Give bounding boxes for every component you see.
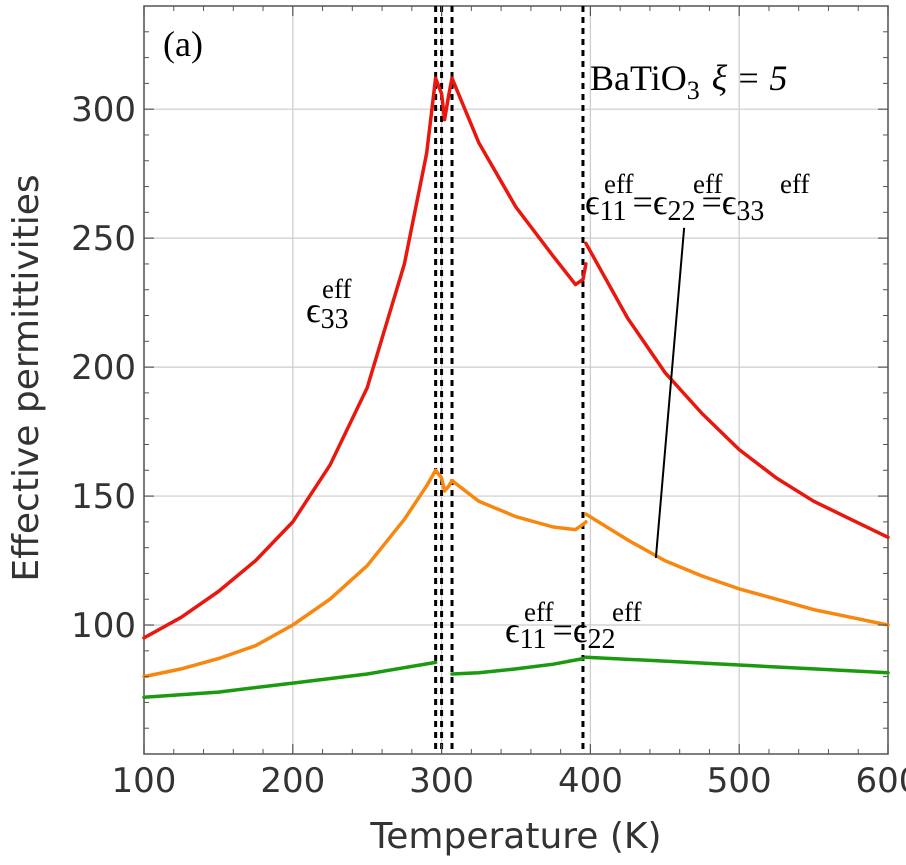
eps-all-symbol-1: ϵ	[585, 182, 600, 222]
material-sub: 3	[687, 76, 700, 105]
y-tick-label: 200	[71, 348, 136, 388]
transition-lines	[434, 6, 585, 754]
eps-all-sub-3: 33	[736, 196, 764, 227]
material-label: BaTiO3 ξ = 5	[590, 58, 787, 105]
series-2-line	[584, 655, 890, 675]
annotation-pointer	[654, 227, 686, 559]
series-2-line	[450, 656, 585, 676]
eps12-sup-2: eff	[612, 597, 641, 627]
eps33-sub: 33	[321, 304, 349, 335]
material-param: ξ = 5	[712, 58, 788, 98]
series-group	[142, 76, 890, 700]
eps12-eq: =	[553, 610, 573, 650]
y-tick-label: 100	[71, 606, 136, 646]
eps-all-eq-2: =	[701, 182, 721, 222]
x-axis-title: Temperature (K)	[369, 816, 661, 857]
ticks	[143, 5, 889, 754]
svg-text:ϵ33: ϵ33	[306, 290, 349, 335]
eps-all-symbol-2: ϵ	[653, 182, 668, 222]
series-0-line	[584, 241, 890, 540]
eps33-sup: eff	[322, 274, 351, 304]
eps-all-sup-2: eff	[693, 169, 722, 199]
eps12-symbol-1: ϵ	[505, 610, 520, 650]
eps12-sub-1: 11	[520, 624, 547, 655]
x-tick-label: 100	[112, 761, 177, 801]
eps-all-sup-3: eff	[780, 169, 809, 199]
y-tick-label: 300	[71, 90, 136, 130]
x-tick-label: 500	[707, 761, 772, 801]
panel-label: (a)	[163, 24, 203, 64]
y-tick-label: 250	[71, 219, 136, 259]
svg-text:ϵ11=ϵ22: ϵ11 =ϵ22	[505, 610, 615, 655]
series-0-line	[142, 76, 438, 640]
eps33-symbol: ϵ	[306, 290, 321, 330]
annotation-eps33: ϵ33 eff	[306, 274, 351, 335]
series-0-line	[442, 76, 454, 122]
x-tick-label: 600	[856, 761, 906, 801]
series-0-line	[450, 76, 588, 287]
eps-all-eq-1: =	[633, 182, 653, 222]
eps-all-sub-1: 11	[600, 196, 627, 227]
plot-frame	[143, 5, 889, 755]
series-1-line	[433, 468, 447, 493]
series-1-line	[442, 478, 454, 493]
eps-all-symbol-3: ϵ	[722, 182, 737, 222]
x-tick-label: 300	[409, 761, 474, 801]
annotation-eps-12: ϵ11 =ϵ22 eff eff	[505, 597, 641, 655]
y-tick-label: 150	[71, 477, 136, 517]
eps12-sub-2: 22	[587, 624, 615, 655]
series-2-line	[142, 660, 438, 700]
series-0-line	[433, 76, 447, 122]
x-tick-label: 400	[558, 761, 623, 801]
annotation-eps-all: ϵ11 =ϵ22 =ϵ33 eff eff eff	[585, 169, 809, 227]
eps12-symbol-2: ϵ	[573, 610, 588, 650]
svg-text:ϵ11=ϵ22=ϵ33: ϵ11 =ϵ22 =ϵ33	[585, 182, 764, 227]
eps12-sup-1: eff	[524, 597, 553, 627]
x-tick-label: 200	[260, 761, 325, 801]
eps-all-sup-1: eff	[604, 169, 633, 199]
eps-all-sub-2: 22	[667, 196, 695, 227]
series-1-line	[450, 478, 588, 532]
material-base: BaTiO	[590, 58, 687, 98]
tick-labels: 100 200 300 400 500 600 100 150 200 250 300	[71, 90, 906, 801]
series-1-line	[142, 468, 438, 679]
series-1-line	[584, 512, 890, 627]
y-axis-title: Effective permittivities	[6, 174, 47, 581]
